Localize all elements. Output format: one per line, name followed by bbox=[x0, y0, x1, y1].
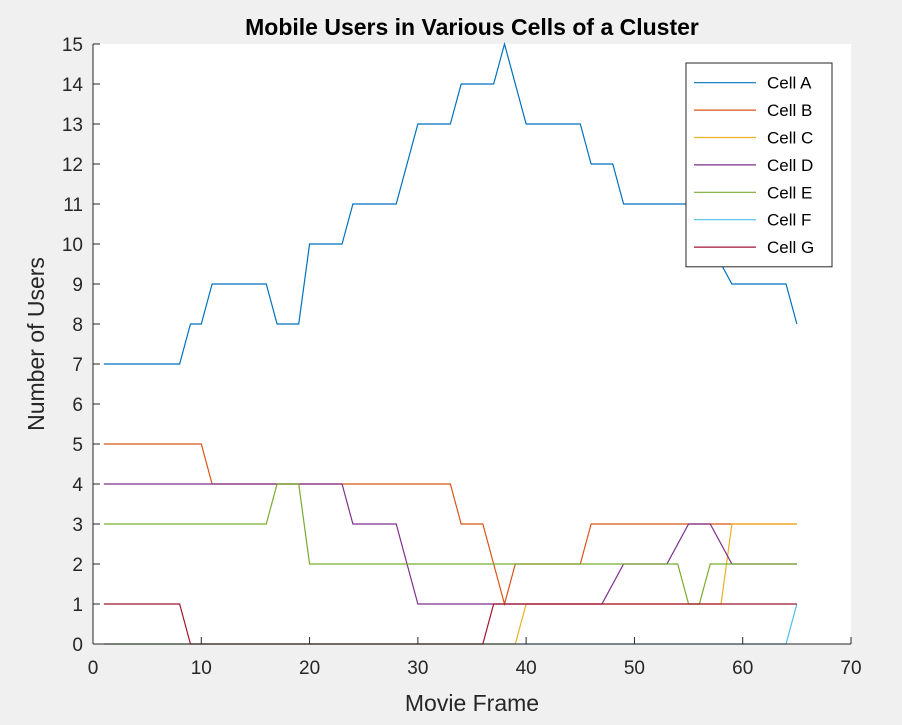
y-tick-label: 11 bbox=[63, 195, 83, 216]
y-tick-label: 2 bbox=[72, 555, 83, 576]
y-tick-label: 6 bbox=[72, 395, 83, 416]
y-tick-label: 10 bbox=[62, 235, 83, 256]
y-axis-label: Number of Users bbox=[23, 257, 49, 431]
x-tick-label: 20 bbox=[299, 658, 320, 679]
series-line-cell-e bbox=[103, 483, 797, 605]
legend-label: Cell D bbox=[767, 156, 813, 175]
legend-label: Cell E bbox=[767, 183, 812, 202]
chart-title: Mobile Users in Various Cells of a Clust… bbox=[245, 14, 699, 40]
x-tick-label: 10 bbox=[191, 658, 212, 679]
legend: Cell A Cell B Cell C Cell D Cell E Cell F Cell… bbox=[685, 62, 833, 268]
legend-label: Cell F bbox=[767, 211, 811, 230]
series-line-cell-d bbox=[103, 483, 797, 605]
x-axis-label: Movie Frame bbox=[405, 690, 539, 716]
legend-label: Cell C bbox=[767, 129, 813, 148]
y-tick-label: 5 bbox=[72, 435, 83, 456]
y-tick-label: 4 bbox=[72, 475, 83, 496]
x-tick-label: 50 bbox=[624, 658, 645, 679]
legend-label: Cell G bbox=[767, 238, 814, 257]
x-tick-label: 0 bbox=[88, 658, 99, 679]
y-tick-label: 3 bbox=[72, 515, 83, 536]
y-tick-label: 14 bbox=[62, 75, 84, 96]
series-line-cell-b bbox=[103, 443, 797, 607]
legend-label: Cell A bbox=[767, 74, 812, 93]
y-tick-label: 0 bbox=[72, 635, 83, 656]
y-tick-label: 9 bbox=[72, 275, 83, 296]
x-tick-label: 30 bbox=[407, 658, 428, 679]
x-tick-label: 60 bbox=[732, 658, 753, 679]
y-tick-label: 13 bbox=[62, 115, 83, 136]
x-tick-label: 70 bbox=[840, 658, 861, 679]
y-tick-label: 15 bbox=[62, 35, 83, 56]
y-tick-label: 1 bbox=[72, 595, 83, 616]
y-tick-label: 8 bbox=[72, 315, 83, 336]
y-tick-label: 7 bbox=[72, 355, 83, 376]
x-tick-label: 40 bbox=[516, 658, 537, 679]
y-tick-label: 12 bbox=[62, 155, 83, 176]
legend-label: Cell B bbox=[767, 101, 812, 120]
